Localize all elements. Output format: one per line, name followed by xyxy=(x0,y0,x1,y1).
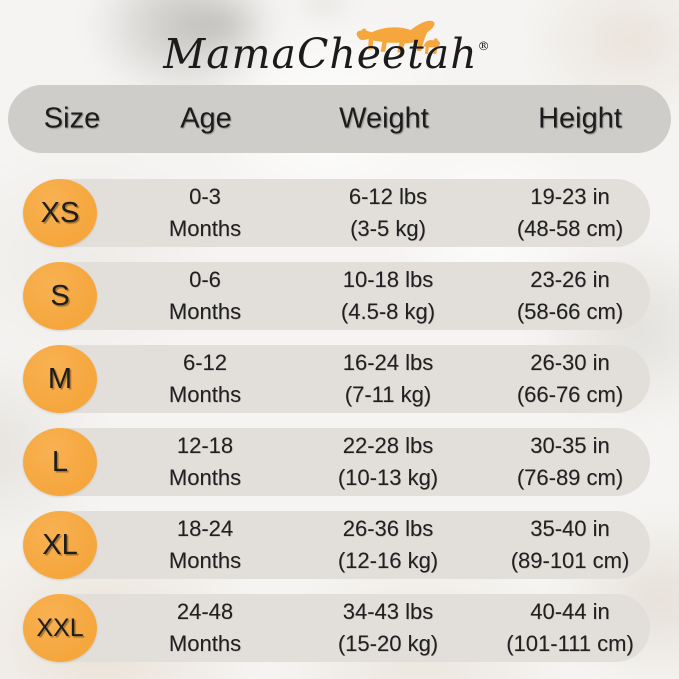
table-header-row: Size Age Weight Height xyxy=(8,85,671,153)
size-badge-xxl: XXL xyxy=(23,594,97,662)
row-pill: 18-24 Months 26-36 lbs (12-16 kg) 35-40 … xyxy=(36,511,650,579)
weight-cell: 10-18 lbs (4.5-8 kg) xyxy=(341,264,435,328)
size-rows: 0-3 Months 6-12 lbs (3-5 kg) 19-23 in (4… xyxy=(0,179,679,662)
table-row-l: 12-18 Months 22-28 lbs (10-13 kg) 30-35 … xyxy=(0,428,679,496)
height-cm: (76-89 cm) xyxy=(516,465,624,490)
weight-kg: (4.5-8 kg) xyxy=(340,299,436,324)
height-cell: 40-44 in (101-111 cm) xyxy=(506,596,634,660)
weight-cell: 34-43 lbs (15-20 kg) xyxy=(338,596,438,660)
weight-lbs: 22-28 lbs xyxy=(342,433,434,458)
age-unit: Months xyxy=(168,631,242,656)
height-cell: 30-35 in (76-89 cm) xyxy=(517,430,623,494)
height-in: 26-30 in xyxy=(530,350,610,375)
weight-kg: (15-20 kg) xyxy=(337,631,439,656)
weight-cell: 22-28 lbs (10-13 kg) xyxy=(338,430,438,494)
height-cell: 19-23 in (48-58 cm) xyxy=(517,181,623,245)
age-unit: Months xyxy=(168,548,242,573)
height-cm: (89-101 cm) xyxy=(510,548,630,573)
table-row-xxl: 24-48 Months 34-43 lbs (15-20 kg) 40-44 … xyxy=(0,594,679,662)
age-unit: Months xyxy=(168,216,242,241)
size-badge-xs: XS xyxy=(23,179,97,247)
height-in: 35-40 in xyxy=(530,516,610,541)
header-height: Height xyxy=(538,102,622,135)
age-cell: 24-48 Months xyxy=(169,596,241,660)
cheetah-icon xyxy=(356,20,440,54)
age-cell: 6-12 Months xyxy=(169,347,241,411)
brand-name-script: MamaCheetah xyxy=(163,30,478,78)
header-weight: Weight xyxy=(339,102,429,135)
weight-cell: 6-12 lbs (3-5 kg) xyxy=(349,181,427,245)
age-unit: Months xyxy=(168,382,242,407)
age-range: 24-48 xyxy=(176,599,234,624)
age-unit: Months xyxy=(168,465,242,490)
registered-trademark: ® xyxy=(477,39,490,53)
row-pill: 0-6 Months 10-18 lbs (4.5-8 kg) 23-26 in… xyxy=(36,262,650,330)
age-cell: 12-18 Months xyxy=(169,430,241,494)
header-size: Size xyxy=(43,102,101,135)
row-pill: 0-3 Months 6-12 lbs (3-5 kg) 19-23 in (4… xyxy=(36,179,650,247)
age-range: 0-3 xyxy=(189,184,221,209)
weight-lbs: 26-36 lbs xyxy=(342,516,434,541)
age-range: 12-18 xyxy=(176,433,234,458)
weight-kg: (12-16 kg) xyxy=(337,548,439,573)
weight-lbs: 10-18 lbs xyxy=(342,267,434,292)
age-cell: 0-3 Months xyxy=(169,181,241,245)
weight-lbs: 34-43 lbs xyxy=(342,599,434,624)
weight-kg: (7-11 kg) xyxy=(344,382,432,407)
size-badge-xl: XL xyxy=(23,511,97,579)
height-in: 40-44 in xyxy=(530,599,610,624)
height-cell: 23-26 in (58-66 cm) xyxy=(517,264,623,328)
height-in: 23-26 in xyxy=(530,267,610,292)
age-cell: 0-6 Months xyxy=(169,264,241,328)
height-in: 30-35 in xyxy=(530,433,610,458)
table-row-m: 6-12 Months 16-24 lbs (7-11 kg) 26-30 in… xyxy=(0,345,679,413)
size-badge-l: L xyxy=(23,428,97,496)
size-badge-m: M xyxy=(23,345,97,413)
age-range: 0-6 xyxy=(189,267,221,292)
age-range: 6-12 xyxy=(182,350,228,375)
height-cm: (48-58 cm) xyxy=(516,216,624,241)
height-cell: 26-30 in (66-76 cm) xyxy=(517,347,623,411)
height-cm: (58-66 cm) xyxy=(516,299,624,324)
weight-kg: (10-13 kg) xyxy=(337,465,439,490)
table-row-xl: 18-24 Months 26-36 lbs (12-16 kg) 35-40 … xyxy=(0,511,679,579)
brand-logo: MamaCheetah® xyxy=(0,6,679,84)
weight-cell: 26-36 lbs (12-16 kg) xyxy=(338,513,438,577)
height-in: 19-23 in xyxy=(530,184,610,209)
height-cm: (66-76 cm) xyxy=(516,382,624,407)
weight-kg: (3-5 kg) xyxy=(350,216,426,241)
row-pill: 6-12 Months 16-24 lbs (7-11 kg) 26-30 in… xyxy=(36,345,650,413)
size-badge-s: S xyxy=(23,262,97,330)
weight-lbs: 16-24 lbs xyxy=(342,350,434,375)
table-row-s: 0-6 Months 10-18 lbs (4.5-8 kg) 23-26 in… xyxy=(0,262,679,330)
row-pill: 24-48 Months 34-43 lbs (15-20 kg) 40-44 … xyxy=(36,594,650,662)
header-age: Age xyxy=(180,102,232,135)
weight-cell: 16-24 lbs (7-11 kg) xyxy=(343,347,434,411)
age-cell: 18-24 Months xyxy=(169,513,241,577)
height-cm: (101-111 cm) xyxy=(506,631,634,656)
table-row-xs: 0-3 Months 6-12 lbs (3-5 kg) 19-23 in (4… xyxy=(0,179,679,247)
height-cell: 35-40 in (89-101 cm) xyxy=(511,513,630,577)
brand-name: MamaCheetah® xyxy=(163,30,489,78)
row-pill: 12-18 Months 22-28 lbs (10-13 kg) 30-35 … xyxy=(36,428,650,496)
age-unit: Months xyxy=(168,299,242,324)
weight-lbs: 6-12 lbs xyxy=(348,184,428,209)
age-range: 18-24 xyxy=(176,516,234,541)
